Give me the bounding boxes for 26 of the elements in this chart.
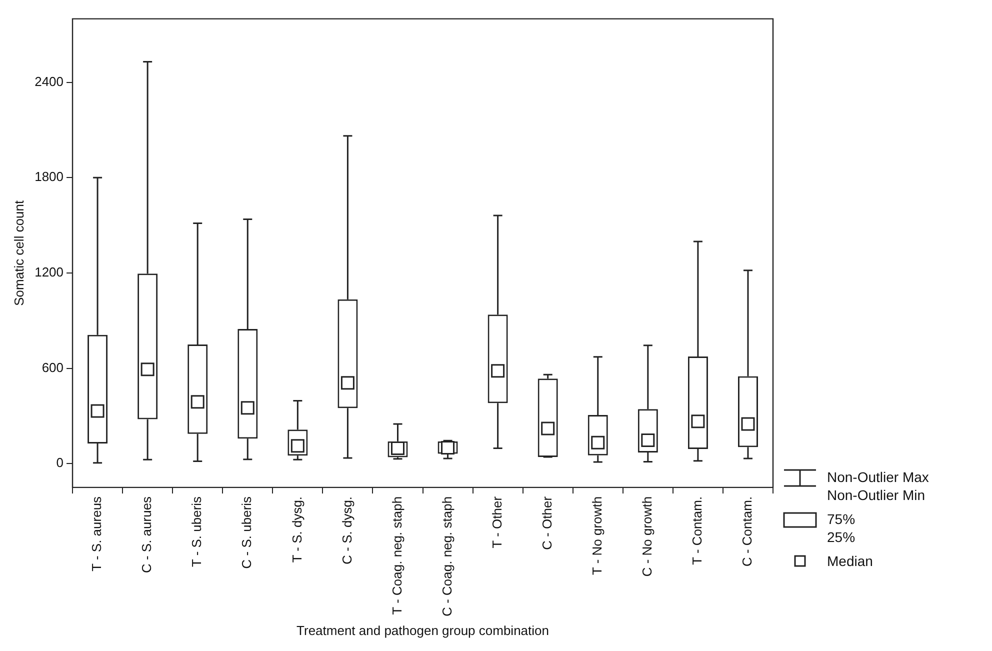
y-tick-label: 0	[56, 455, 64, 470]
x-tick-label: C - Coag. neg. staph	[439, 496, 454, 616]
x-tick-label: T - Contam.	[690, 496, 705, 565]
y-tick-label: 1800	[34, 169, 64, 184]
x-tick-label: T - S. aureus	[89, 496, 104, 572]
x-tick-label: C - Other	[539, 496, 554, 550]
x-tick-label: C - S. uberis	[239, 496, 254, 569]
x-tick-label: C - S. dysg.	[339, 496, 354, 564]
text: 75%	[827, 510, 856, 528]
x-tick-label: T - Coag. neg. staph	[389, 496, 404, 615]
text: Median	[827, 552, 873, 570]
y-axis-title: Somatic cell count	[11, 200, 26, 306]
text: Non-Outlier Min	[827, 486, 926, 504]
x-tick-label: T - No growth	[589, 496, 604, 575]
x-tick-label: C - Contam.	[740, 496, 755, 567]
x-tick-label: T - S. uberis	[189, 496, 204, 568]
text: 25%	[827, 528, 856, 546]
y-tick-label: 1200	[34, 264, 64, 280]
x-tick-label: C - S. aurues	[139, 496, 154, 574]
x-tick-label: T - S. dysg.	[289, 496, 304, 563]
x-axis-title: Treatment and pathogen group combination	[296, 622, 549, 638]
y-tick-label: 600	[42, 360, 64, 375]
y-tick-label: 2400	[34, 74, 64, 89]
x-tick-label: T - Other	[489, 496, 504, 548]
text: Non-Outlier Max	[827, 468, 929, 486]
x-tick-label: C - No growth	[639, 496, 654, 577]
